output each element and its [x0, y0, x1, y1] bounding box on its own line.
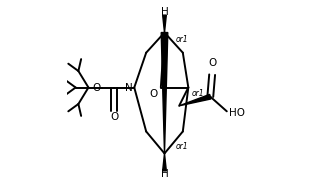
Text: N: N	[125, 83, 132, 92]
Text: HO: HO	[229, 108, 245, 118]
Text: or1: or1	[176, 35, 188, 44]
Text: H: H	[161, 169, 168, 179]
Text: or1: or1	[192, 89, 204, 98]
Text: H: H	[161, 7, 168, 17]
Text: O: O	[208, 58, 216, 68]
Polygon shape	[163, 15, 166, 33]
Text: O: O	[93, 83, 101, 92]
Polygon shape	[179, 94, 211, 106]
Text: or1: or1	[176, 142, 188, 151]
Polygon shape	[161, 33, 168, 153]
Text: O: O	[149, 89, 158, 99]
Polygon shape	[163, 153, 166, 171]
Text: O: O	[110, 112, 118, 122]
